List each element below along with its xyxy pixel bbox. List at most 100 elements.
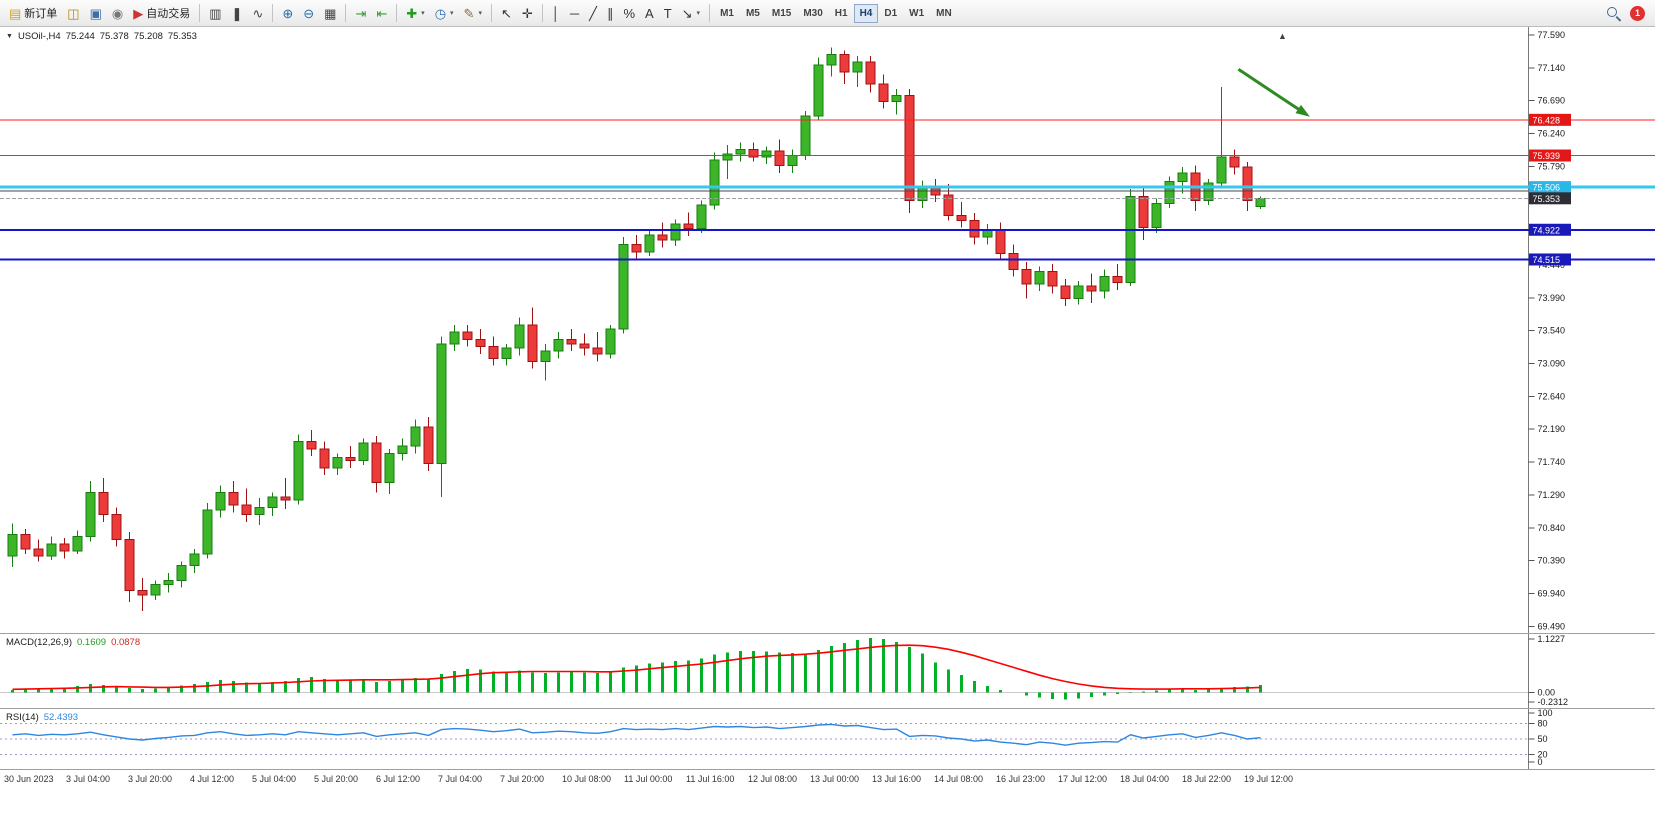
timeframe-m5[interactable]: M5 xyxy=(740,4,766,23)
search-icon[interactable] xyxy=(1606,6,1621,21)
timeframe-m1[interactable]: M1 xyxy=(714,4,740,23)
candle-up xyxy=(813,64,824,117)
timeframe-mn[interactable]: MN xyxy=(930,4,958,23)
toolbar-right: 1 xyxy=(1606,5,1651,21)
rsi-value: 52.4393 xyxy=(43,712,79,723)
periods-button[interactable]: ◷ ▾ xyxy=(430,3,459,24)
candle-down xyxy=(488,346,499,359)
time-label: 10 Jul 08:00 xyxy=(562,774,612,784)
label-button[interactable]: T xyxy=(659,3,677,24)
candle-down xyxy=(774,150,785,167)
candle-up xyxy=(215,492,226,511)
panel-divider[interactable] xyxy=(0,708,1655,709)
toolbar-separator xyxy=(541,4,543,22)
candle-up xyxy=(72,536,83,552)
rsi-label: RSI(14) 52.4393 xyxy=(6,712,78,723)
time-label: 6 Jul 12:00 xyxy=(376,774,421,784)
candle-up xyxy=(410,426,421,447)
price-tick-label: 71.290 xyxy=(1538,490,1566,500)
candle-up xyxy=(644,234,655,253)
macd-panel: 1.1227 0.00 -0.2312 MACD(12,26,9) 0.1609 0… xyxy=(0,634,1655,708)
candle-down xyxy=(1138,195,1149,229)
zoom-in-button[interactable]: ⊕ xyxy=(277,3,298,24)
main-chart-canvas[interactable]: 77.59077.14076.69076.24075.79075.34074.8… xyxy=(0,27,1655,633)
add-indicator-button[interactable]: ✚ ▾ xyxy=(401,3,429,24)
timeframe-m30[interactable]: M30 xyxy=(797,4,828,23)
channel-button[interactable]: ∥ xyxy=(602,3,619,24)
profiles-button[interactable]: ▣ xyxy=(85,3,107,24)
panel-divider[interactable] xyxy=(0,769,1655,770)
new-order-icon: ▤ xyxy=(9,5,22,21)
bar-chart-button[interactable]: ▥ xyxy=(204,3,226,24)
candle-down xyxy=(956,214,967,221)
candle-up xyxy=(1203,182,1214,202)
timeframe-h4[interactable]: H4 xyxy=(853,3,879,23)
auto-trading-button[interactable]: ▶ 自动交易 xyxy=(128,3,195,24)
candle-up xyxy=(384,452,395,483)
candle-up xyxy=(800,115,811,156)
price-badge xyxy=(1529,113,1571,126)
arrows-button[interactable]: ↘ ▾ xyxy=(677,3,705,24)
main-chart-panel: 77.59077.14076.69076.24075.79075.34074.8… xyxy=(0,27,1655,633)
time-label: 16 Jul 23:00 xyxy=(996,774,1046,784)
fibonacci-button[interactable]: % xyxy=(618,3,640,24)
chart-window-button[interactable]: ◫ xyxy=(62,3,84,24)
candle-down xyxy=(579,343,590,349)
notification-badge[interactable]: 1 xyxy=(1630,5,1645,21)
symbol-dropdown-icon[interactable]: ▼ xyxy=(6,33,13,40)
time-axis[interactable]: 30 Jun 2023 3 Jul 04:00 3 Jul 20:00 4 Jul 1… xyxy=(0,770,1655,790)
trendline-button[interactable]: ╱ xyxy=(584,3,602,24)
new-order-button[interactable]: ▤ 新订单 xyxy=(4,3,62,24)
toolbar-separator xyxy=(709,4,711,22)
timeframe-h1[interactable]: H1 xyxy=(829,4,854,23)
candle-up xyxy=(761,150,772,158)
text-button[interactable]: A xyxy=(640,3,659,24)
price-badge xyxy=(1529,181,1571,194)
candle-up xyxy=(787,154,798,167)
crosshair-button[interactable]: ✛ xyxy=(517,3,538,24)
templates-button[interactable]: ✎ ▾ xyxy=(459,3,487,24)
price-tick-label: 69.490 xyxy=(1538,621,1566,631)
timeframe-d1[interactable]: D1 xyxy=(878,4,903,23)
candlestick-chart-button[interactable]: ❚ xyxy=(227,3,248,24)
candle-up xyxy=(1073,285,1084,300)
chart-shift-marker-icon[interactable]: ▲ xyxy=(1278,31,1287,41)
dropdown-caret-icon: ▾ xyxy=(421,10,425,17)
toolbar: ▤ 新订单 ◫ ▣ ◉ ▶ 自动交易 ▥ ❚ ∿ ⊕ ⊖ ▦ ⇥ ⇤ ✚ ▾ ◷ ▾ ✎ ▾ ↖ ✛ │ ─ ╱ ∥% A T ↘ ▾ M1 M… xyxy=(0,0,1655,27)
candle-down xyxy=(1047,271,1058,287)
auto-trading-icon: ▶ xyxy=(133,5,144,21)
time-label: 17 Jul 12:00 xyxy=(1058,774,1108,784)
timeframe-m15[interactable]: M15 xyxy=(766,4,797,23)
horizontal-line-button[interactable]: ─ xyxy=(565,3,584,24)
candle-down xyxy=(1242,166,1253,202)
chart-shift-button[interactable]: ⇤ xyxy=(371,3,392,24)
time-label: 3 Jul 20:00 xyxy=(128,774,173,784)
candle-up xyxy=(891,95,902,102)
line-chart-button[interactable]: ∿ xyxy=(247,3,268,24)
grid-button[interactable]: ▦ xyxy=(319,3,341,24)
dropdown-caret-icon: ▾ xyxy=(478,10,482,17)
candle-up xyxy=(826,54,837,66)
candle-up xyxy=(189,553,200,567)
refresh-button[interactable]: ◉ xyxy=(107,3,128,24)
macd-canvas[interactable]: 1.1227 0.00-0.2312 xyxy=(0,634,1655,708)
auto-scroll-button[interactable]: ⇥ xyxy=(350,3,371,24)
timeframe-w1[interactable]: W1 xyxy=(903,4,930,23)
candle-up xyxy=(605,328,616,355)
price-tick-label: 72.190 xyxy=(1538,424,1566,434)
candle-up xyxy=(618,244,629,330)
price-tick-label: 76.690 xyxy=(1538,96,1566,106)
vertical-line-button[interactable]: │ xyxy=(547,3,565,24)
time-label: 5 Jul 20:00 xyxy=(314,774,359,784)
toolbar-separator xyxy=(199,4,201,22)
panel-divider[interactable] xyxy=(0,633,1655,634)
profiles-icon: ▣ xyxy=(89,5,102,21)
trend-arrow-head[interactable] xyxy=(1295,104,1310,117)
candle-up xyxy=(150,584,161,596)
cursor-button[interactable]: ↖ xyxy=(496,3,517,24)
candle-up xyxy=(501,347,512,359)
trend-arrow[interactable] xyxy=(1237,68,1304,114)
time-label: 18 Jul 04:00 xyxy=(1120,774,1170,784)
zoom-out-button[interactable]: ⊖ xyxy=(298,3,319,24)
